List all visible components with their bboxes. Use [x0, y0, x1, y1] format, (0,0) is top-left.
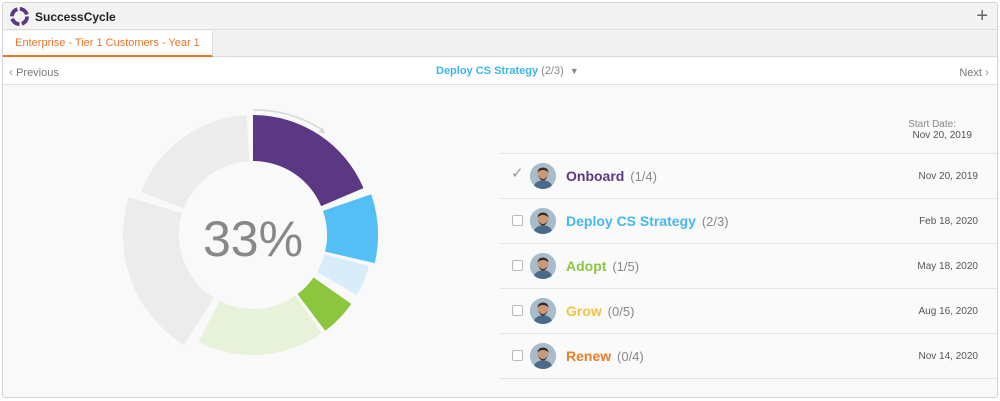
title-bar: SuccessCycle + — [3, 3, 997, 30]
stage-count: (0/5) — [607, 304, 635, 319]
segment-adopt-remaining — [198, 295, 322, 355]
segment-onboard — [253, 115, 364, 207]
stage-title: Renew — [566, 348, 612, 364]
progress-percent: 33% — [203, 211, 303, 267]
stage-dropdown[interactable]: Deploy CS Strategy (2/3) ▼ — [436, 65, 579, 77]
stage-date: May 18, 2020 — [917, 261, 978, 272]
segment-grow — [123, 196, 214, 346]
segment-adopt-done — [297, 277, 352, 331]
stage-list: ✓ Onboard (1/4) Nov 20, 2019 Deploy CS S… — [500, 153, 997, 379]
segment-deploy-done — [322, 194, 378, 264]
avatar — [530, 208, 556, 234]
stage-row-adopt[interactable]: Adopt (1/5) May 18, 2020 — [500, 244, 997, 289]
stage-count: (1/4) — [630, 169, 657, 184]
stage-row-renew[interactable]: Renew (0/4) Nov 14, 2020 — [500, 334, 997, 379]
stage-navigation: ‹ Previous Deploy CS Strategy (2/3) ▼ Ne… — [3, 58, 997, 85]
main-panel: 33% Start Date: Nov 20, 2019 ✓ Onboard (… — [3, 86, 997, 397]
current-stage-count: (2/3) — [541, 65, 564, 77]
segment-renew — [140, 115, 250, 209]
donut-segments — [123, 115, 378, 355]
progress-arrow-icon — [252, 109, 322, 130]
stage-checkbox[interactable] — [512, 215, 523, 226]
stage-title: Onboard — [566, 168, 625, 184]
next-label: Next — [959, 67, 982, 79]
start-date-value: Nov 20, 2019 — [912, 130, 973, 141]
chevron-right-icon: › — [985, 65, 989, 79]
stage-count: (0/4) — [617, 349, 644, 364]
stage-date: Nov 14, 2020 — [918, 351, 979, 362]
segment-deploy-remaining — [317, 254, 369, 295]
stage-row-grow[interactable]: Grow (0/5) Aug 16, 2020 — [500, 289, 997, 334]
stage-date: Feb 18, 2020 — [919, 216, 978, 227]
previous-label: Previous — [16, 67, 59, 79]
stage-row-onboard[interactable]: ✓ Onboard (1/4) Nov 20, 2019 — [500, 154, 997, 199]
avatar — [530, 343, 556, 369]
app-title: SuccessCycle — [35, 10, 116, 24]
stage-title: Adopt — [566, 258, 607, 274]
stage-date: Nov 20, 2019 — [918, 171, 979, 182]
tab-enterprise-tier1[interactable]: Enterprise - Tier 1 Customers - Year 1 — [3, 31, 213, 57]
progress-donut: 33% — [123, 109, 378, 355]
plus-icon[interactable]: + — [976, 5, 988, 27]
caret-down-icon: ▼ — [569, 66, 579, 76]
avatar — [530, 163, 556, 189]
tab-bar: Enterprise - Tier 1 Customers - Year 1 — [3, 31, 997, 57]
progress-arrow-head — [318, 127, 325, 134]
stage-checkbox[interactable] — [512, 350, 523, 361]
previous-button[interactable]: ‹ Previous — [9, 65, 59, 79]
stage-name: Onboard (1/4) — [566, 168, 657, 184]
successcycle-logo-icon — [10, 7, 29, 26]
stage-date: Aug 16, 2020 — [918, 306, 979, 317]
stage-name: Deploy CS Strategy (2/3) — [566, 213, 729, 229]
current-stage-name: Deploy CS Strategy — [436, 65, 539, 77]
chevron-left-icon: ‹ — [9, 65, 13, 79]
stage-title: Deploy CS Strategy — [566, 213, 696, 229]
stage-name: Grow (0/5) — [566, 303, 634, 319]
start-date-label: Start Date: — [908, 119, 956, 130]
stage-checkbox[interactable] — [512, 260, 523, 271]
stage-checkbox[interactable] — [512, 305, 523, 316]
stage-name: Adopt (1/5) — [566, 258, 639, 274]
stage-count: (2/3) — [701, 214, 729, 229]
stage-title: Grow — [566, 303, 602, 319]
avatar — [530, 253, 556, 279]
stage-row-deploy[interactable]: Deploy CS Strategy (2/3) Feb 18, 2020 — [500, 199, 997, 244]
stage-count: (1/5) — [612, 259, 640, 274]
stage-name: Renew (0/4) — [566, 348, 644, 364]
next-button[interactable]: Next › — [959, 65, 989, 79]
checkmark-icon[interactable]: ✓ — [511, 165, 524, 182]
avatar — [530, 298, 556, 324]
